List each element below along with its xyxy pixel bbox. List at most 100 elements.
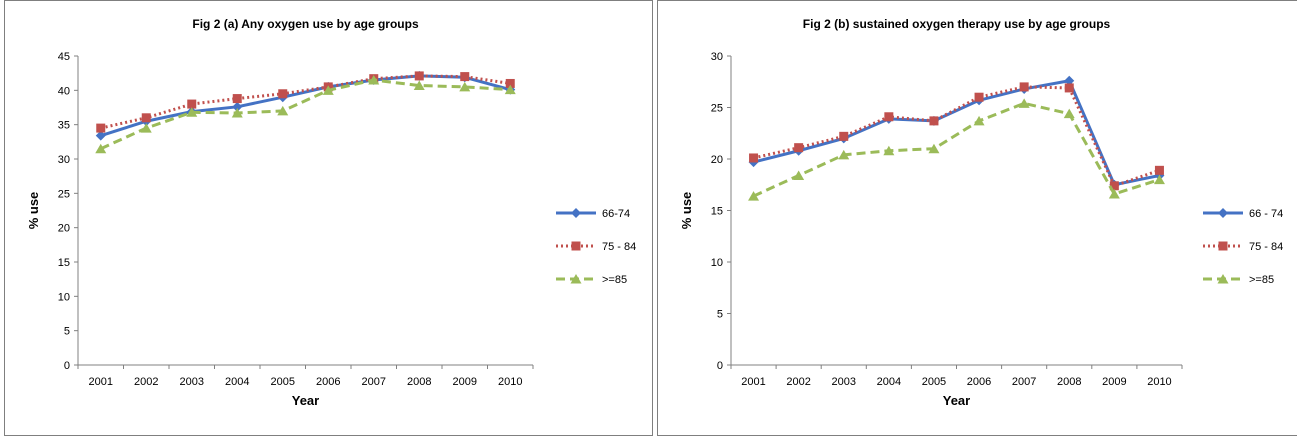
- chart-b-data-point: [1019, 82, 1029, 92]
- chart-a-data-point: [322, 85, 334, 95]
- chart-a-x-tick-label: 2005: [271, 376, 295, 388]
- chart-b-series-line: [753, 79, 1160, 187]
- chart-a-data-point: [504, 84, 516, 95]
- chart-b-data-point: [839, 131, 849, 141]
- chart-a-data-point: [187, 99, 197, 109]
- chart-a-legend-label: >=85: [602, 274, 627, 286]
- chart-a-x-tick-label: 2010: [498, 376, 522, 388]
- chart-b-y-axis-title: % use: [679, 192, 694, 230]
- chart-b-data-point: [928, 143, 940, 154]
- chart-b-legend-item: 66 - 74: [1203, 208, 1283, 220]
- chart-b-x-axis-title: Year: [943, 393, 970, 408]
- chart-a-data-point: [459, 81, 471, 92]
- chart-b-series-2: [748, 98, 1165, 201]
- chart-b-legend-marker: [1217, 274, 1229, 284]
- chart-a-x-tick-label: 2004: [225, 376, 249, 388]
- chart-a-legend-marker: [570, 274, 582, 284]
- chart-a-x-tick-label: 2001: [89, 376, 113, 388]
- chart-b-data-point: [793, 170, 805, 180]
- chart-b-svg: Fig 2 (b) sustained oxygen therapy use b…: [679, 17, 1283, 408]
- chart-panel-b: Fig 2 (b) sustained oxygen therapy use b…: [657, 0, 1297, 436]
- chart-a-x-axis-title: Year: [292, 393, 319, 408]
- chart-a-series-line: [100, 74, 511, 130]
- chart-a-data-point: [460, 72, 470, 82]
- chart-a-data-point: [278, 89, 288, 99]
- chart-a-legend-label: 75 - 84: [602, 241, 636, 253]
- chart-b-legend-label: 75 - 84: [1249, 241, 1283, 253]
- chart-b-y-tick-label: 0: [717, 360, 723, 372]
- chart-b-legend-label: >=85: [1249, 274, 1274, 286]
- chart-b-data-point: [748, 191, 760, 201]
- chart-a-x-tick-label: 2008: [407, 376, 431, 388]
- chart-b-series-line: [752, 101, 1160, 198]
- chart-a-data-point: [277, 105, 289, 116]
- chart-b-data-point: [1063, 108, 1075, 119]
- chart-a-legend-item: 66-74: [556, 208, 630, 220]
- chart-a-y-tick-label: 10: [58, 291, 70, 303]
- chart-b-data-point: [929, 116, 939, 126]
- chart-b-x-tick-label: 2008: [1057, 376, 1081, 388]
- chart-b-data-point: [973, 115, 985, 126]
- chart-b-x-tick-label: 2004: [877, 376, 901, 388]
- chart-a-data-point: [368, 75, 380, 85]
- chart-a-data-point: [414, 71, 424, 81]
- chart-b-legend-item: >=85: [1203, 274, 1274, 286]
- chart-a-data-point: [232, 94, 242, 104]
- chart-b-data-point: [1109, 181, 1119, 191]
- chart-b-y-tick-label: 30: [711, 51, 723, 63]
- chart-a-data-point: [96, 123, 106, 133]
- chart-a-title: Fig 2 (a) Any oxygen use by age groups: [192, 17, 419, 31]
- chart-a-y-tick-label: 30: [58, 154, 70, 166]
- chart-b-data-point: [974, 92, 984, 102]
- chart-b-data-point: [749, 153, 759, 163]
- chart-a-data-point: [413, 80, 425, 91]
- chart-b-x-tick-label: 2006: [967, 376, 991, 388]
- chart-a-y-tick-label: 45: [58, 51, 70, 63]
- chart-b-data-point: [1064, 75, 1075, 86]
- chart-b-data-point: [1108, 189, 1120, 199]
- chart-b-data-point: [1064, 83, 1074, 93]
- chart-a-data-point: [140, 123, 152, 133]
- chart-b-legend-item: 75 - 84: [1203, 241, 1283, 253]
- chart-a-x-tick-label: 2007: [362, 376, 386, 388]
- chart-a-legend-item: >=85: [556, 274, 627, 286]
- chart-a-x-tick-label: 2002: [134, 376, 158, 388]
- chart-b-data-point: [1018, 98, 1030, 108]
- chart-b-x-tick-label: 2001: [741, 376, 765, 388]
- chart-a-data-point: [141, 113, 151, 123]
- chart-a-y-tick-label: 25: [58, 188, 70, 200]
- chart-b-x-tick-label: 2002: [786, 376, 810, 388]
- chart-a-x-tick-label: 2006: [316, 376, 340, 388]
- chart-a-y-tick-label: 0: [64, 360, 70, 372]
- chart-a-data-point: [95, 143, 107, 154]
- chart-a-legend-marker: [571, 208, 581, 218]
- chart-b-y-tick-label: 15: [711, 206, 723, 218]
- chart-a-legend-marker: [571, 241, 581, 251]
- chart-b-x-tick-label: 2007: [1012, 376, 1036, 388]
- chart-b-data-point: [794, 143, 804, 153]
- chart-a-y-tick-label: 5: [64, 326, 70, 338]
- chart-b-y-tick-label: 5: [717, 309, 723, 321]
- chart-b-series-1: [749, 82, 1164, 191]
- chart-a-y-axis-title: % use: [26, 192, 41, 230]
- chart-b-x-tick-label: 2010: [1147, 376, 1171, 388]
- chart-b-data-point: [1154, 165, 1164, 175]
- chart-b-series-0: [748, 75, 1165, 190]
- chart-b-data-point: [883, 145, 895, 156]
- chart-b-legend-marker: [1218, 241, 1228, 251]
- chart-b-data-point: [838, 149, 850, 160]
- chart-a-series-0: [95, 70, 516, 141]
- chart-a-legend-label: 66-74: [602, 208, 630, 220]
- chart-panel-a: Fig 2 (a) Any oxygen use by age groups 0 5…: [4, 0, 653, 436]
- chart-a-legend-item: 75 - 84: [556, 241, 636, 253]
- chart-b-legend-label: 66 - 74: [1249, 208, 1283, 220]
- chart-a-data-point: [95, 130, 106, 141]
- chart-b-y-tick-label: 20: [711, 154, 723, 166]
- chart-b-data-point: [1153, 174, 1165, 185]
- chart-a-y-tick-label: 40: [58, 85, 70, 97]
- chart-a-svg: Fig 2 (a) Any oxygen use by age groups 0 5…: [26, 17, 636, 408]
- chart-a-y-tick-label: 15: [58, 257, 70, 269]
- chart-a-y-tick-label: 35: [58, 120, 70, 132]
- chart-a-x-tick-label: 2009: [453, 376, 477, 388]
- chart-b-legend-marker: [1218, 208, 1228, 218]
